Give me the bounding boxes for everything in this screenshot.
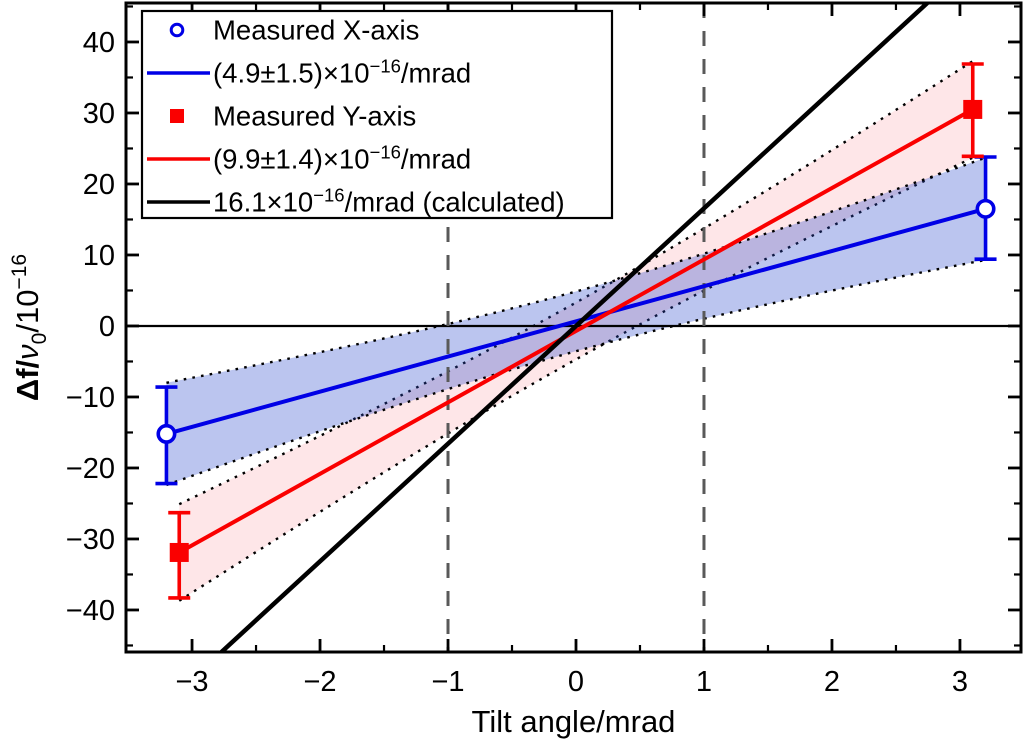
y-tick-label: −10 — [66, 382, 115, 414]
fit-lines — [165, 3, 987, 652]
label-part: /mrad — [401, 58, 471, 89]
label-part: −16 — [8, 254, 31, 290]
x-axis-points-marker — [156, 423, 177, 444]
y-tick-label: 40 — [83, 27, 115, 59]
x-axis-title: Tilt angle/mrad — [472, 704, 676, 739]
label-part: Measured X-axis — [213, 15, 419, 46]
x-tick-label: −2 — [303, 666, 336, 698]
label-part: Δf/ — [10, 359, 45, 401]
calculated-line — [219, 3, 929, 652]
y-tick-label: −20 — [66, 453, 115, 485]
x-tick-label: −3 — [176, 666, 209, 698]
label-part: /mrad — [401, 144, 471, 175]
legend-entry-label: (9.9±1.4)×10−16/mrad — [213, 142, 471, 175]
label-part: −16 — [370, 142, 401, 163]
legend-entry-label: Measured Y-axis — [213, 101, 416, 132]
y-axis-fit-line — [178, 107, 974, 555]
y-tick-label: 20 — [83, 169, 115, 201]
x-tick-label: 3 — [952, 666, 968, 698]
x-axis-fit-line — [165, 206, 987, 436]
y-tick-label: −40 — [66, 595, 115, 627]
label-part: 0 — [28, 333, 51, 345]
plot-frame — [124, 1, 1023, 654]
y-tick-label: 30 — [83, 98, 115, 130]
x-tick-label: 0 — [568, 666, 584, 698]
label-part: −16 — [370, 56, 401, 77]
x-tick-label: 2 — [824, 666, 840, 698]
label-part: (4.9±1.5)×10 — [213, 58, 370, 89]
legend: Measured X-axis(4.9±1.5)×10−16/mradMeasu… — [140, 9, 614, 220]
x-axis-fit-band-upper-edge — [166, 156, 986, 384]
legend-entry-label: 16.1×10−16/mrad (calculated) — [213, 185, 565, 218]
label-part: −16 — [313, 185, 344, 206]
x-axis-points-marker — [975, 198, 996, 219]
y-tick-label: −30 — [66, 524, 115, 556]
label-part: /10 — [10, 290, 45, 333]
y-tick-label: 10 — [83, 240, 115, 272]
y-axis-title: Δf/ν0/10−16 — [8, 254, 51, 401]
legend-entry-label: Measured X-axis — [213, 15, 419, 46]
y-axis-points-marker — [169, 542, 189, 562]
legend-box — [140, 9, 614, 220]
label-part: /mrad (calculated) — [345, 187, 565, 218]
legend-marker-open-circle — [169, 22, 185, 38]
label-part: (9.9±1.4)×10 — [213, 144, 370, 175]
y-tick-label: 0 — [99, 311, 115, 343]
data-points — [155, 62, 997, 600]
y-axis-points-marker — [963, 99, 983, 119]
label-part: 16.1×10 — [213, 187, 313, 218]
x-tick-label: −1 — [431, 666, 464, 698]
x-tick-label: 1 — [696, 666, 712, 698]
label-part: Measured Y-axis — [213, 101, 416, 132]
legend-entry-label: (4.9±1.5)×10−16/mrad — [213, 56, 471, 89]
legend-marker-filled-square — [170, 109, 184, 123]
label-part: ν — [10, 344, 45, 360]
